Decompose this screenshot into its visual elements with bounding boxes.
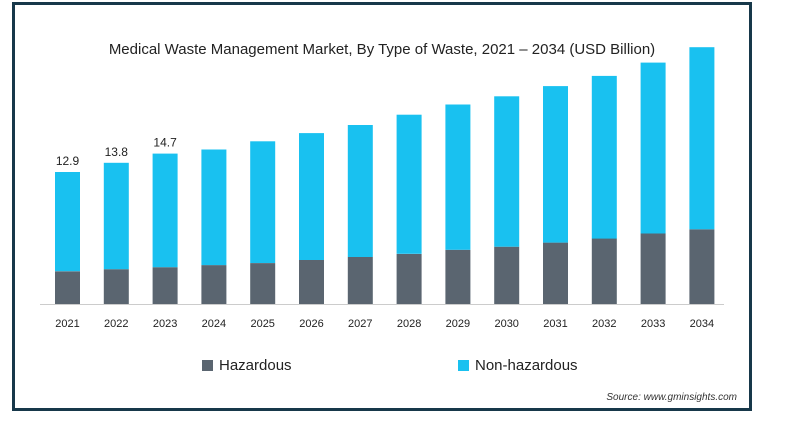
legend-label-hazardous: Hazardous xyxy=(219,357,292,374)
bar-hazardous-2032 xyxy=(591,238,617,304)
x-tick-label-2026: 2026 xyxy=(299,318,323,330)
x-tick-label-2028: 2028 xyxy=(397,318,421,330)
x-tick-label-2030: 2030 xyxy=(494,318,518,330)
bar-non-hazardous-2031 xyxy=(543,86,568,243)
chart-frame: Medical Waste Management Market, By Type… xyxy=(12,2,752,411)
bar-hazardous-2034 xyxy=(689,229,715,304)
bar-hazardous-2024 xyxy=(201,265,227,304)
bar-hazardous-2026 xyxy=(299,260,324,304)
bar-non-hazardous-2026 xyxy=(299,133,324,260)
chart-title: Medical Waste Management Market, By Type… xyxy=(108,41,656,58)
legend: Hazardous Non-hazardous xyxy=(15,357,749,381)
x-tick-label-2022: 2022 xyxy=(104,318,128,330)
legend-item-hazardous: Hazardous xyxy=(202,357,292,374)
bar-non-hazardous-2025 xyxy=(250,141,276,263)
legend-item-non-hazardous: Non-hazardous xyxy=(458,357,578,374)
x-tick-label-2033: 2033 xyxy=(641,318,665,330)
bar-non-hazardous-2028 xyxy=(396,114,422,254)
bar-hazardous-2022 xyxy=(103,269,129,304)
x-tick-label-2027: 2027 xyxy=(348,318,372,330)
x-tick-label-2029: 2029 xyxy=(446,318,470,330)
x-tick-label-2025: 2025 xyxy=(250,318,274,330)
bar-non-hazardous-2027 xyxy=(347,125,373,257)
legend-swatch-non-hazardous xyxy=(458,360,469,371)
bar-non-hazardous-2021 xyxy=(55,172,80,272)
bar-non-hazardous-2024 xyxy=(201,149,227,266)
bar-hazardous-2030 xyxy=(494,246,520,304)
x-tick-label-2034: 2034 xyxy=(690,318,714,330)
x-tick-label-2023: 2023 xyxy=(153,318,177,330)
legend-label-non-hazardous: Non-hazardous xyxy=(475,357,578,374)
data-label-2023: 14.7 xyxy=(153,136,177,150)
x-tick-label-2024: 2024 xyxy=(202,318,226,330)
x-tick-label-2032: 2032 xyxy=(592,318,616,330)
data-label-2022: 13.8 xyxy=(105,145,129,159)
bar-hazardous-2023 xyxy=(152,267,178,304)
bar-hazardous-2028 xyxy=(396,253,422,304)
bar-non-hazardous-2030 xyxy=(494,96,520,247)
bar-non-hazardous-2033 xyxy=(640,62,666,234)
x-tick-label-2031: 2031 xyxy=(543,318,567,330)
bar-non-hazardous-2029 xyxy=(445,104,471,250)
bar-non-hazardous-2022 xyxy=(103,162,129,270)
bar-non-hazardous-2034 xyxy=(689,47,715,230)
data-label-2021: 12.9 xyxy=(56,154,80,168)
x-tick-label-2021: 2021 xyxy=(55,318,79,330)
bar-non-hazardous-2023 xyxy=(152,153,178,268)
bar-hazardous-2033 xyxy=(640,233,666,304)
bar-hazardous-2025 xyxy=(250,263,276,304)
bar-hazardous-2031 xyxy=(543,242,568,304)
bar-non-hazardous-2032 xyxy=(591,75,617,239)
bar-hazardous-2029 xyxy=(445,249,471,304)
legend-swatch-hazardous xyxy=(202,360,213,371)
bar-hazardous-2027 xyxy=(347,256,373,304)
source-note: Source: www.gminsights.com xyxy=(606,392,737,403)
bar-hazardous-2021 xyxy=(55,271,80,304)
